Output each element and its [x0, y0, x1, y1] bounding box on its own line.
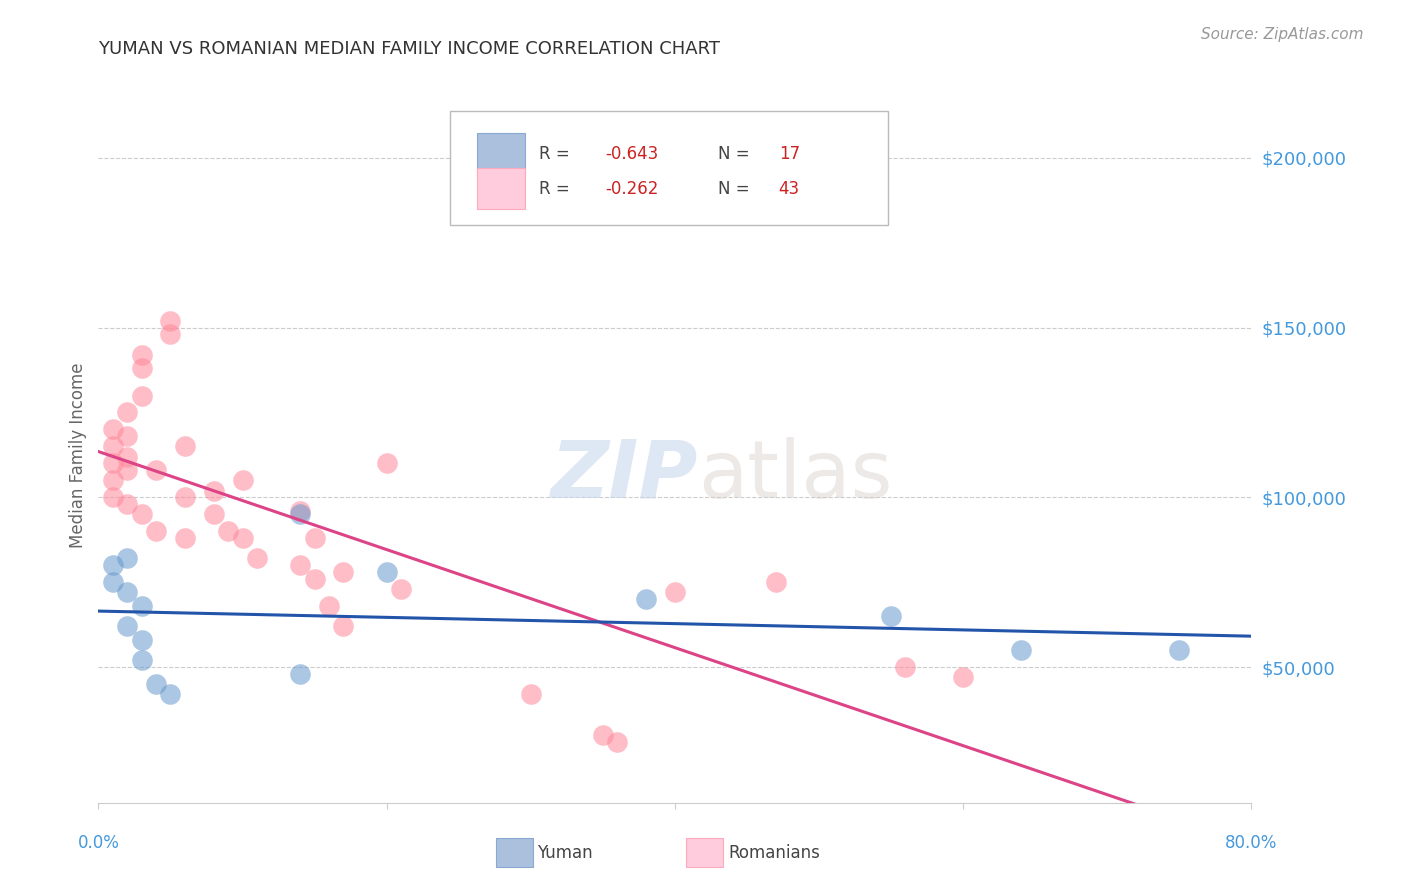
Point — [131, 653, 153, 667]
Point — [159, 687, 181, 701]
Point — [375, 565, 398, 579]
Point — [117, 497, 139, 511]
FancyBboxPatch shape — [450, 111, 889, 226]
Text: N =: N = — [717, 145, 755, 163]
Point — [101, 474, 124, 488]
Point — [332, 565, 354, 579]
Point — [318, 599, 340, 613]
Point — [145, 463, 167, 477]
Point — [101, 439, 124, 453]
Text: Source: ZipAtlas.com: Source: ZipAtlas.com — [1201, 27, 1364, 42]
Y-axis label: Median Family Income: Median Family Income — [69, 362, 87, 548]
Point — [202, 483, 225, 498]
Text: Romanians: Romanians — [728, 844, 820, 862]
Point — [101, 491, 124, 505]
Point — [290, 558, 312, 573]
Point — [145, 677, 167, 691]
Point — [131, 361, 153, 376]
Text: 43: 43 — [779, 180, 800, 198]
Point — [246, 551, 269, 566]
Text: -0.262: -0.262 — [606, 180, 659, 198]
Point — [117, 429, 139, 443]
Point — [202, 508, 225, 522]
Point — [304, 531, 326, 545]
Point — [174, 439, 197, 453]
Text: atlas: atlas — [697, 437, 893, 515]
Point — [880, 609, 903, 624]
Text: R =: R = — [538, 180, 575, 198]
Point — [131, 388, 153, 402]
Point — [592, 728, 614, 742]
Point — [304, 572, 326, 586]
Point — [332, 619, 354, 633]
Point — [131, 632, 153, 647]
Point — [375, 457, 398, 471]
Point — [952, 670, 974, 684]
Point — [290, 666, 312, 681]
Point — [664, 585, 686, 599]
Point — [765, 575, 787, 590]
Text: -0.643: -0.643 — [606, 145, 659, 163]
Point — [145, 524, 167, 539]
Point — [231, 474, 254, 488]
Point — [117, 619, 139, 633]
Text: 17: 17 — [779, 145, 800, 163]
Point — [159, 314, 181, 328]
Point — [117, 450, 139, 464]
Text: ZIP: ZIP — [551, 437, 697, 515]
Point — [1168, 643, 1191, 657]
Point — [131, 599, 153, 613]
FancyBboxPatch shape — [477, 134, 524, 175]
Point — [520, 687, 543, 701]
Point — [894, 660, 917, 674]
Point — [290, 508, 312, 522]
Point — [101, 422, 124, 436]
FancyBboxPatch shape — [477, 169, 524, 210]
Point — [389, 582, 412, 596]
Point — [290, 504, 312, 518]
Point — [117, 405, 139, 419]
Point — [231, 531, 254, 545]
Point — [117, 463, 139, 477]
Point — [159, 327, 181, 342]
Text: 0.0%: 0.0% — [77, 834, 120, 852]
Point — [117, 585, 139, 599]
Point — [131, 508, 153, 522]
Point — [174, 491, 197, 505]
Point — [101, 558, 124, 573]
Point — [131, 348, 153, 362]
Point — [606, 735, 628, 749]
Text: Yuman: Yuman — [537, 844, 593, 862]
Text: 80.0%: 80.0% — [1225, 834, 1278, 852]
Point — [217, 524, 239, 539]
Point — [1010, 643, 1032, 657]
Text: R =: R = — [538, 145, 575, 163]
Point — [101, 457, 124, 471]
Point — [101, 575, 124, 590]
Point — [117, 551, 139, 566]
Text: YUMAN VS ROMANIAN MEDIAN FAMILY INCOME CORRELATION CHART: YUMAN VS ROMANIAN MEDIAN FAMILY INCOME C… — [98, 40, 720, 58]
Point — [174, 531, 197, 545]
Text: N =: N = — [717, 180, 755, 198]
Point — [636, 592, 658, 607]
